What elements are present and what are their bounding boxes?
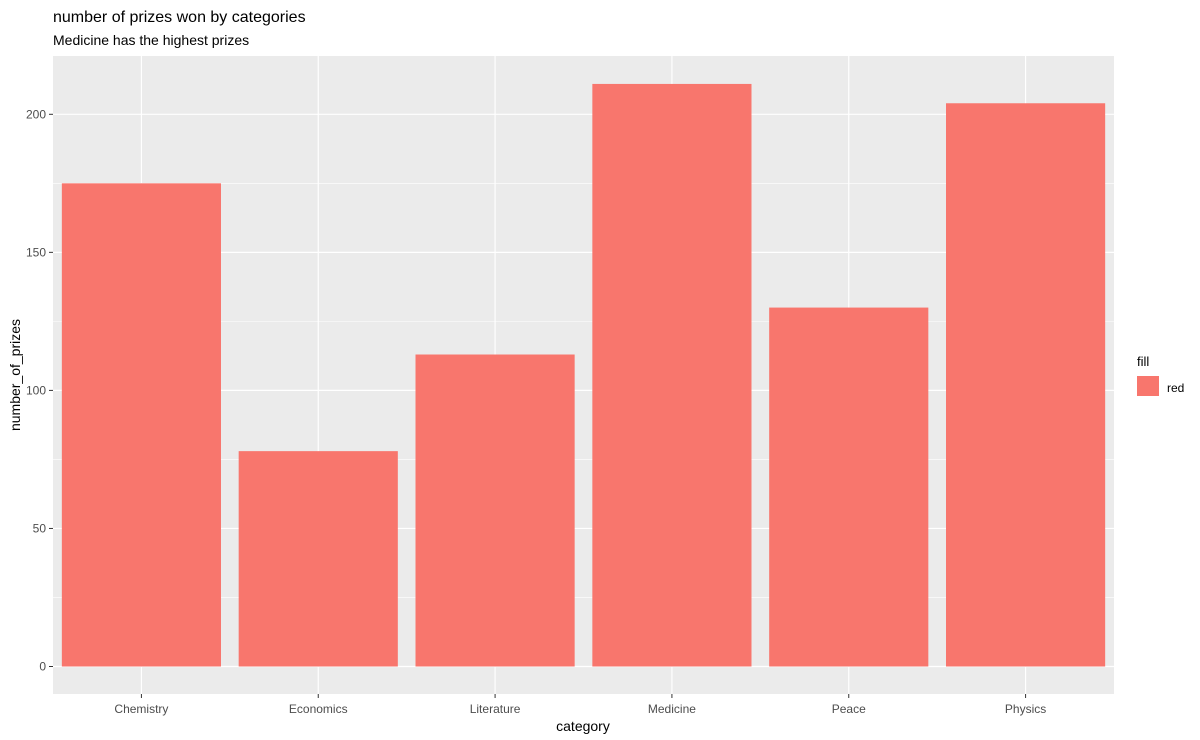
y-tick-label: 100 bbox=[26, 383, 46, 397]
plot-panel bbox=[53, 56, 1114, 694]
bar-physics bbox=[946, 103, 1106, 667]
bars bbox=[61, 83, 1106, 667]
legend-title: fill bbox=[1137, 354, 1149, 369]
grid-minor bbox=[53, 183, 1114, 598]
bar-chemistry bbox=[61, 183, 221, 667]
x-tick-label: Literature bbox=[470, 702, 521, 716]
x-tick-label: Chemistry bbox=[114, 702, 168, 716]
chart-subtitle: Medicine has the highest prizes bbox=[53, 32, 249, 48]
x-tick-label: Medicine bbox=[648, 702, 696, 716]
legend-label: red bbox=[1167, 381, 1184, 395]
x-tick-label: Physics bbox=[1005, 702, 1046, 716]
bar-peace bbox=[769, 307, 929, 667]
x-tick-label: Economics bbox=[289, 702, 348, 716]
bar-economics bbox=[238, 451, 398, 667]
legend: fill red bbox=[1137, 354, 1184, 396]
legend-key-swatch bbox=[1137, 376, 1159, 396]
y-tick-label: 150 bbox=[26, 245, 46, 259]
y-axis-title: number_of_prizes bbox=[7, 319, 23, 431]
bar-medicine bbox=[592, 83, 752, 667]
x-axis-title: category bbox=[556, 718, 610, 734]
x-tick-label: Peace bbox=[832, 702, 866, 716]
chart-title: number of prizes won by categories bbox=[53, 9, 306, 26]
y-tick-label: 200 bbox=[26, 107, 46, 121]
bar-literature bbox=[415, 354, 575, 667]
y-tick-label: 0 bbox=[39, 660, 46, 674]
y-tick-label: 50 bbox=[33, 521, 47, 535]
x-axis-ticks: Chemistry Economics Literature Medicine Peac… bbox=[114, 694, 1046, 716]
y-axis-ticks: 0 50 100 150 200 bbox=[26, 107, 53, 674]
